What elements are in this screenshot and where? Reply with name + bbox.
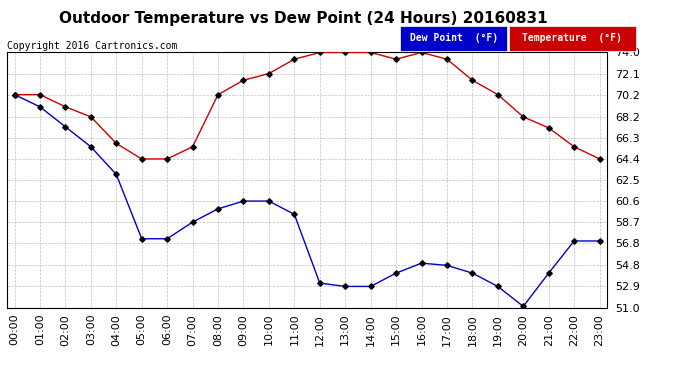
Text: Dew Point  (°F): Dew Point (°F) [410,33,497,44]
Text: Outdoor Temperature vs Dew Point (24 Hours) 20160831: Outdoor Temperature vs Dew Point (24 Hou… [59,11,548,26]
Text: Copyright 2016 Cartronics.com: Copyright 2016 Cartronics.com [7,41,177,51]
Text: Temperature  (°F): Temperature (°F) [522,33,622,44]
